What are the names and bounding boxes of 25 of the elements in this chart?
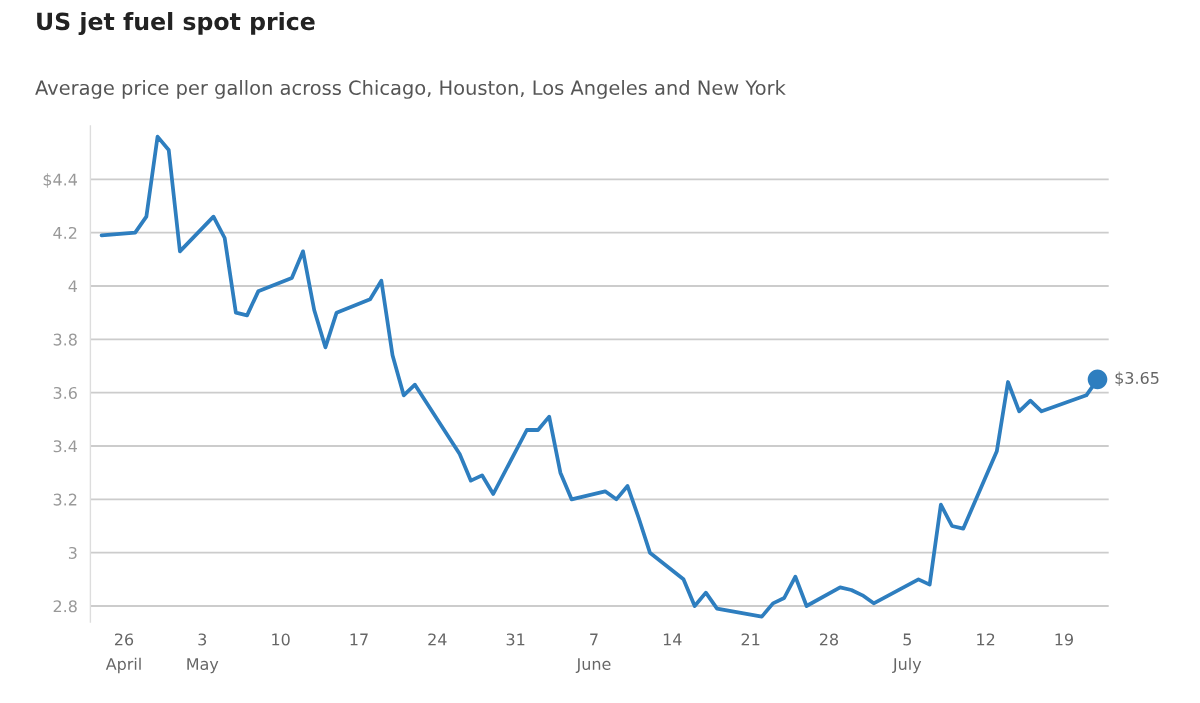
x-tick-label: 3 May — [187, 633, 219, 674]
x-tick-label: 12 — [977, 633, 995, 646]
x-tick-label: 26 April — [105, 633, 141, 674]
y-tick-label: 4 — [68, 280, 77, 293]
chart-title: US jet fuel spot price — [37, 12, 315, 36]
x-tick-label: 24 — [428, 633, 447, 646]
y-tick-label: 3.8 — [53, 333, 77, 346]
y-tick-label: 3.4 — [53, 440, 77, 453]
x-tick-label: 7 June — [575, 633, 611, 673]
x-tick-label: 19 — [1055, 633, 1073, 646]
x-tick-label: 14 — [663, 633, 682, 646]
x-tick-label: 5 July — [892, 633, 922, 674]
x-tick-label: 31 — [506, 633, 525, 646]
y-tick-label: 3 — [68, 546, 77, 559]
x-tick-label: 28 — [819, 633, 839, 646]
y-tick-label: $4.4 — [43, 173, 77, 188]
y-tick-label: 3.2 — [53, 493, 77, 506]
x-tick-label: 10 — [272, 633, 290, 646]
data-label: $3.65 — [1115, 371, 1159, 387]
x-tick-label: 21 — [741, 633, 760, 646]
chart-subtitle: Average price per gallon across Chicago, Houston, Los Angeles and New York — [35, 80, 786, 99]
x-tick-label: 17 — [350, 633, 368, 646]
y-tick-label: 4.2 — [53, 226, 77, 239]
y-tick-label: 3.6 — [53, 386, 77, 399]
y-tick-label: 2.8 — [53, 600, 77, 613]
